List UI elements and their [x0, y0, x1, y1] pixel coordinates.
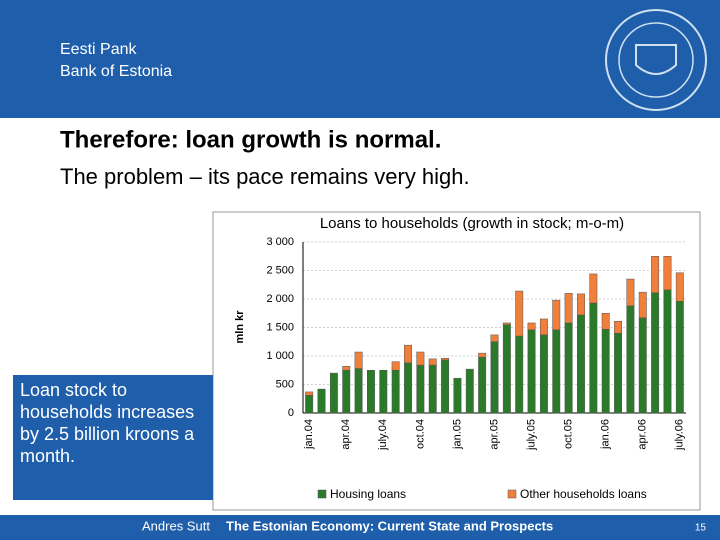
- bar-segment: [539, 334, 548, 414]
- bar-segment: [329, 372, 338, 414]
- bar-segment: [391, 361, 400, 371]
- bar-segment: [416, 351, 425, 366]
- x-tick-label: july.04: [377, 419, 389, 451]
- header-band: [0, 0, 720, 118]
- y-tick-label: 500: [276, 378, 294, 390]
- bar-segment: [416, 364, 425, 414]
- org-en: Bank of Estonia: [60, 63, 172, 80]
- bar-segment: [577, 314, 585, 414]
- y-tick-label: 2 500: [266, 264, 294, 276]
- bar-segment: [601, 313, 610, 330]
- x-tick-label: apr.05: [488, 419, 500, 450]
- chart-title: Loans to households (growth in stock; m-…: [320, 215, 624, 232]
- org: Eesti Pank: [60, 41, 137, 58]
- bar-segment: [626, 305, 635, 414]
- x-tick-label: jan.05: [451, 419, 463, 450]
- bar-segment: [651, 292, 660, 414]
- y-axis-label: mln kr: [234, 310, 246, 344]
- bar-segment: [638, 317, 647, 414]
- y-tick-label: 0: [288, 407, 294, 419]
- y-tick-label: 2 000: [266, 293, 294, 305]
- bar-segment: [663, 256, 672, 291]
- page-number: 15: [695, 523, 707, 534]
- bar-segment: [342, 370, 351, 414]
- bar-segment: [453, 377, 462, 414]
- bar-segment: [305, 391, 314, 396]
- bar-segment: [441, 358, 450, 361]
- bar-segment: [651, 256, 660, 293]
- bar-segment: [552, 329, 561, 414]
- x-tick-label: oct.05: [563, 419, 575, 449]
- legend-label: Housing loans: [330, 487, 406, 501]
- bar-segment: [391, 370, 400, 414]
- bar-segment: [589, 302, 598, 414]
- bar-segment: [527, 322, 536, 331]
- y-tick-label: 3 000: [266, 236, 294, 248]
- bar-segment: [527, 329, 536, 414]
- callout: Loan stock to households increases by 2.…: [13, 375, 213, 500]
- bar-segment: [379, 370, 388, 414]
- bar-segment: [626, 278, 635, 307]
- bar-segment: [564, 293, 573, 324]
- bar-segment: [465, 368, 474, 414]
- bar-segment: [675, 272, 684, 302]
- x-tick-label: july.06: [674, 419, 686, 451]
- x-tick-label: jan.04: [303, 419, 315, 450]
- seal: [605, 9, 707, 111]
- bar-segment: [515, 290, 524, 337]
- x-tick-label: jan.06: [600, 419, 612, 450]
- bar-segment: [614, 320, 623, 334]
- bar-segment: [638, 291, 647, 319]
- bar-segment: [441, 359, 450, 414]
- bar-segment: [564, 322, 573, 414]
- bar-segment: [305, 395, 314, 414]
- footer-band: [0, 515, 720, 540]
- bar-segment: [478, 356, 487, 414]
- bar-segment: [404, 362, 412, 414]
- bar-segment: [601, 328, 610, 414]
- bar-segment: [502, 324, 511, 414]
- bar-segment: [342, 366, 351, 371]
- bar-segment: [614, 332, 623, 414]
- bar-segment: [589, 273, 598, 304]
- slide-title: Therefore: loan growth is normal.: [60, 126, 441, 153]
- footer-talk: The Estonian Economy: Current State and …: [226, 518, 553, 533]
- bar-segment: [354, 351, 363, 369]
- bar-segment: [502, 322, 511, 325]
- bar-segment: [428, 358, 437, 366]
- x-tick-label: apr.06: [637, 419, 649, 450]
- bar-segment: [490, 334, 499, 343]
- bar-segment: [478, 352, 487, 358]
- bar-segment: [552, 299, 561, 331]
- bar-segment: [317, 388, 326, 414]
- y-tick-label: 1 000: [266, 350, 294, 362]
- bar-segment: [675, 301, 684, 414]
- y-tick-label: 1 500: [266, 321, 294, 333]
- bar-segment: [490, 341, 499, 414]
- bar-segment: [404, 344, 412, 364]
- legend-swatch: [317, 489, 327, 499]
- footer-author: Andres Sutt: [142, 518, 210, 533]
- bar-segment: [539, 318, 548, 336]
- bar-segment: [428, 364, 437, 414]
- bar-segment: [366, 370, 375, 414]
- bar-segment: [577, 293, 585, 316]
- bar-segment: [663, 289, 672, 414]
- x-tick-label: july.05: [525, 419, 537, 451]
- x-tick-label: oct.04: [414, 419, 426, 449]
- bar-segment: [354, 368, 363, 414]
- x-tick-label: apr.04: [340, 419, 352, 450]
- legend-label: Other households loans: [520, 487, 647, 501]
- slide-subtitle: The problem – its pace remains very high…: [60, 164, 470, 189]
- legend-swatch: [507, 489, 517, 499]
- bar-segment: [515, 335, 524, 414]
